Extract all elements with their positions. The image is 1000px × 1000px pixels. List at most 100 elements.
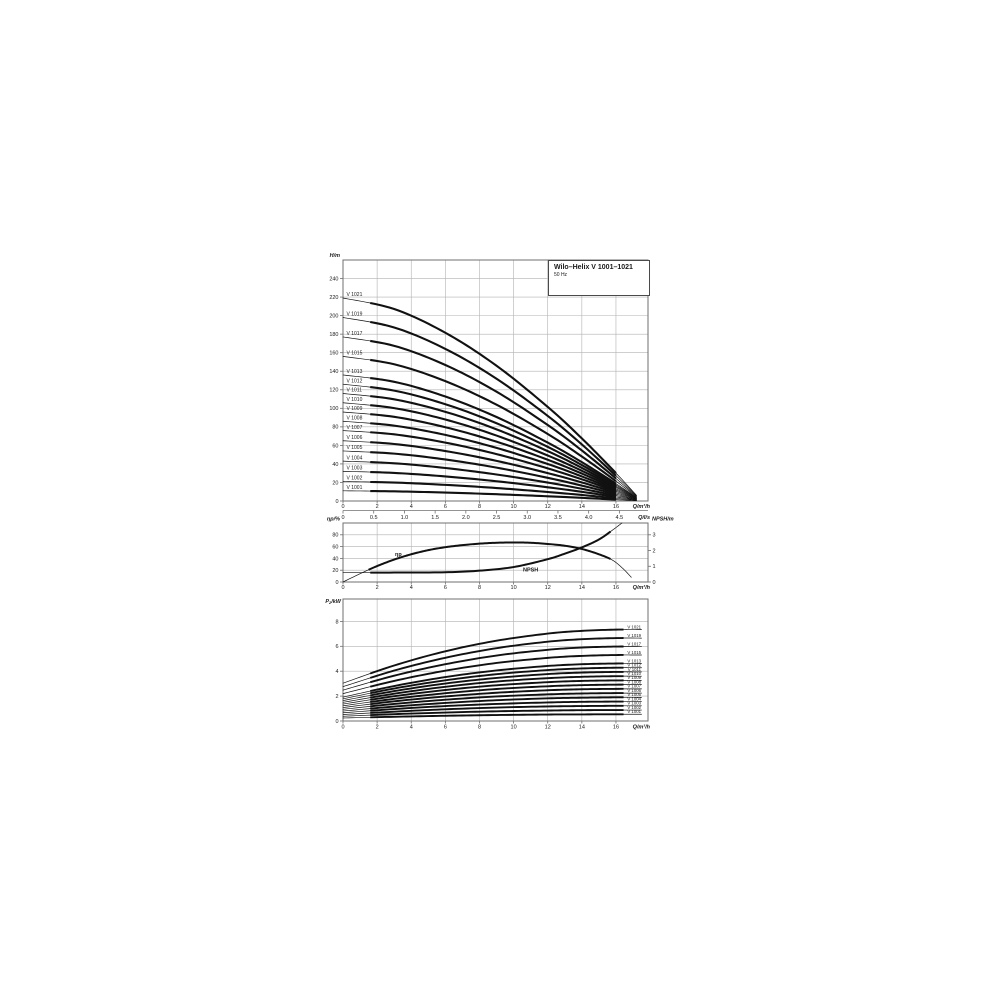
V-1009-curve-bold	[370, 413, 617, 490]
series-label: V 1013	[627, 658, 641, 663]
V-1002-curve-bold	[370, 480, 617, 500]
x-tick-label: 10	[511, 725, 517, 731]
V-1011-p2-curve-bold	[370, 670, 624, 697]
x-tick-label: 10	[511, 585, 517, 591]
series-label: V 1005	[627, 692, 641, 697]
series-label: V 1017	[627, 641, 641, 646]
y-tick-label: 160	[329, 351, 338, 357]
ls-tick-label: 1.0	[401, 515, 409, 521]
V-1010-curve-bold	[370, 404, 617, 489]
ls-tick-label: 4.0	[585, 515, 593, 521]
x-tick-label: 16	[613, 504, 619, 510]
V-1007-p2-curve-bold	[370, 687, 624, 706]
series-label: V 1007	[627, 684, 641, 689]
curve-label: NPSH	[523, 567, 538, 573]
y-tick-label-left: 0	[335, 580, 338, 586]
y-tick-label-left: 60	[332, 545, 338, 551]
V-1001-curve-bold	[370, 490, 617, 501]
y-tick-label: 20	[332, 480, 338, 486]
V-1017-curve-bold	[370, 339, 617, 480]
V-1021-p2-curve-bold	[369, 628, 624, 675]
V-1015-curve-bold	[370, 358, 617, 483]
flow-ls-axis: 0 0.5 1.0 1.5 2.0 2.5 3.0 3.5 4.0 4.5 Q/l/s	[341, 510, 650, 521]
efficiency-curve-labels: ηp NPSH	[395, 552, 538, 573]
plot-border	[342, 598, 649, 722]
series-label: V 1006	[627, 688, 641, 693]
power-axes: 0 2 4 6 8 0 2 4 6 8 10 12 14 16 P2/kW Q/m³/h	[325, 599, 650, 731]
y-tick-label: 240	[329, 276, 338, 282]
x-tick-label: 4	[410, 725, 413, 731]
y-tick-label: 0	[335, 499, 338, 505]
y-tick-label-left: 20	[332, 568, 338, 574]
title-box: Wilo–Helix V 1001–1021 50 Hz	[548, 260, 650, 296]
x-tick-label: 8	[478, 585, 481, 591]
x-tick-label: 6	[444, 585, 447, 591]
x-tick-label: 4	[410, 585, 413, 591]
x-tick-label: 8	[478, 504, 481, 510]
series-label: V 1021	[627, 624, 641, 629]
x-tick-label: 16	[613, 725, 619, 731]
x-tick-label: 12	[545, 585, 551, 591]
series-label: V 1011	[628, 667, 642, 672]
series-label: V 1004	[627, 696, 641, 701]
V-1015-p2-curve-bold	[370, 654, 624, 688]
x-tick-label: 0	[341, 504, 344, 510]
series-label: V 1015	[347, 351, 363, 357]
V-1005-curve-bold	[370, 451, 617, 496]
V-1019-p2-curve-bold	[369, 637, 624, 679]
chart-title: Wilo–Helix V 1001–1021	[554, 263, 633, 271]
V-1019-curve-bold	[370, 320, 617, 477]
V-1019-p2-curve	[342, 637, 642, 687]
plot-border	[342, 522, 649, 583]
series-label: V 1021	[347, 292, 363, 298]
ls-tick-label: 1.5	[431, 515, 439, 521]
series-label: V 1008	[627, 679, 641, 684]
V-1004-p2-curve-bold	[370, 700, 624, 712]
y-tick-label: 4	[335, 669, 338, 675]
x-tick-label: 14	[579, 725, 585, 731]
y-tick-label: 200	[329, 314, 338, 320]
y-tick-label: 180	[329, 332, 338, 338]
series-label: V 1001	[347, 485, 363, 491]
eta-curve-bold	[368, 541, 611, 571]
series-label: V 1009	[347, 406, 363, 412]
npsh-curve-bold	[370, 530, 612, 574]
y-axis-label: P2/kW	[325, 599, 341, 605]
series-label: V 1012	[347, 378, 363, 384]
V-1003-curve-bold	[370, 470, 617, 498]
y-tick-label: 0	[335, 719, 338, 725]
y-tick-label: 40	[332, 462, 338, 468]
head-flow-series-labels: V 1021 V 1019 V 1017 V 1015 V 1013 V 1012 V 10…	[347, 292, 363, 491]
y-tick-label: 220	[329, 295, 338, 301]
x-axis-label: Q/m³/h	[633, 724, 651, 731]
x-tick-label: 0	[341, 585, 344, 591]
plot-border	[342, 259, 649, 502]
series-label: V 1010	[627, 671, 641, 676]
ls-tick-label: 0	[341, 515, 344, 521]
V-1021-curve-bold	[370, 301, 617, 474]
series-label: V 1010	[347, 397, 363, 403]
y-axis-label-right: NPSH/m	[652, 517, 674, 523]
y-tick-label: 140	[329, 369, 338, 375]
V-1013-curve-bold	[370, 376, 617, 485]
curve-label: ηp	[395, 552, 402, 558]
x-tick-label: 2	[376, 504, 379, 510]
efficiency-curves	[342, 522, 632, 583]
series-label: V 1011	[347, 388, 363, 394]
ls-tick-label: 3.0	[523, 515, 531, 521]
series-label: V 1006	[347, 435, 363, 441]
series-label: V 1002	[347, 476, 363, 482]
V-1007-curve-bold	[370, 431, 617, 493]
x-tick-label: 16	[613, 585, 619, 591]
series-label: V 1017	[347, 331, 363, 337]
x-tick-label: 2	[376, 585, 379, 591]
series-label: V 1008	[347, 415, 363, 421]
x-tick-label: 14	[579, 504, 585, 510]
x-tick-label: 12	[545, 725, 551, 731]
V-1001-p2-curve-bold	[370, 713, 624, 719]
